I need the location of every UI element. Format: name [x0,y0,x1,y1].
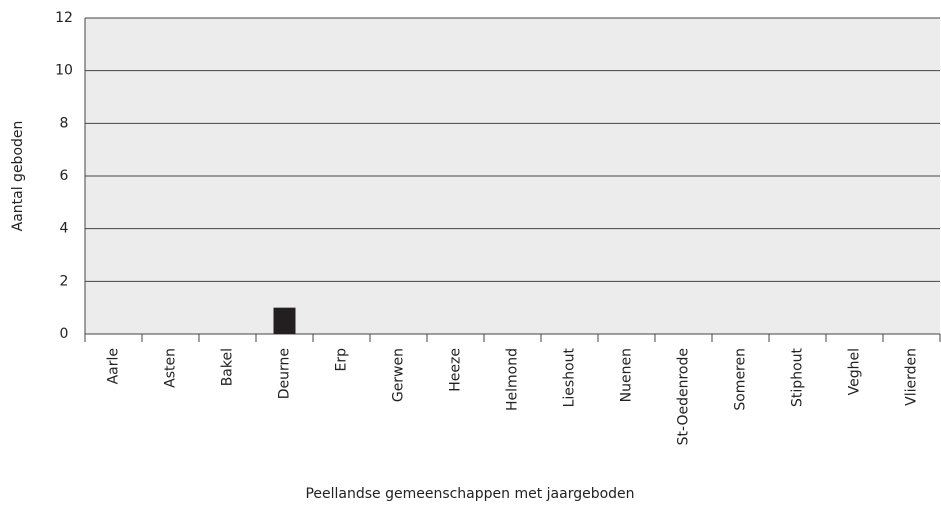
y-tick-label: 0 [60,326,69,342]
x-tick-label: Gerwen [391,348,407,402]
bar [273,307,296,334]
y-tick-label: 2 [60,273,69,289]
x-tick-label: Someren [733,348,749,411]
x-tick-label: Asten [163,348,179,388]
x-tick-label: Erp [334,348,350,372]
x-tick-label: Heeze [448,348,464,392]
x-tick-label: Bakel [220,348,236,386]
y-tick-label: 12 [55,10,73,26]
y-axis-label: Aantal geboden [10,121,26,232]
y-tick-label: 8 [60,115,69,131]
x-tick-label: Stiphout [790,347,806,406]
x-tick-label: Nuenen [619,348,635,402]
x-tick-label: Lieshout [562,347,578,407]
y-tick-label: 4 [60,221,69,237]
x-tick-label: Vlierden [904,348,920,406]
x-tick-label: Deurne [277,348,293,399]
x-tick-label: Helmond [505,348,521,411]
y-tick-label: 6 [60,168,69,184]
x-axis-label: Peellandse gemeenschappen met jaargebode… [305,486,634,502]
y-tick-label: 10 [55,63,73,79]
x-tick-label: Veghel [847,348,863,395]
x-tick-label: Aarle [106,348,122,384]
x-tick-label: St-Oedenrode [676,348,692,445]
